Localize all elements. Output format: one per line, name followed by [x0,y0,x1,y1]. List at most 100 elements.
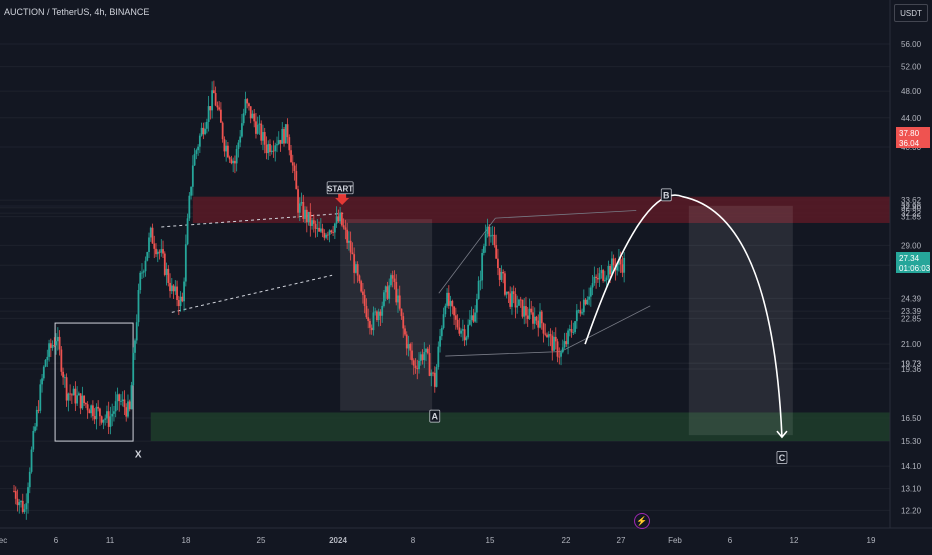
candle-body [106,411,108,419]
wave-label-a: A [432,412,439,422]
candle-body [447,292,450,306]
candle-body [311,220,313,226]
candle-body [86,404,89,411]
candle-body [602,270,605,281]
candle-body [304,209,306,219]
candle-body [42,366,45,379]
candle-body [358,275,361,282]
candle-body [153,243,156,249]
support-zone [150,412,890,442]
candle-body [109,416,112,427]
candle-body [307,211,310,223]
candle-body [283,128,285,144]
candle-body [97,406,100,409]
candle-body [83,395,86,404]
candle-body [542,323,545,334]
currency-badge[interactable]: USDT [894,4,928,22]
price-tick-label: 12.20 [901,506,922,515]
candle-body [383,292,385,306]
price-tick-label: 32.80 [901,204,922,213]
candle-body [563,341,566,348]
candle-body [234,160,236,164]
candle-body [502,271,505,274]
candle-body [560,352,562,357]
candle-body [333,223,336,233]
candle-body [239,136,242,143]
time-tick-label: 27 [617,536,626,545]
candle-body [65,377,68,401]
candle-body [393,278,396,282]
candle-body [546,334,548,338]
candle-body [212,90,215,94]
wave-label-box [326,181,354,195]
candle-body [32,430,35,450]
candle-body [581,312,583,314]
candle-body [290,150,292,163]
candle-body [172,285,175,292]
candle-body [374,311,377,313]
candle-body [277,140,280,145]
price-badge-label: 37.80 [899,129,920,138]
candle-body [41,378,43,385]
price-badge [896,262,930,273]
candle-body [128,401,131,410]
candle-body [470,315,473,320]
candle-body [165,268,168,275]
candle-body [551,335,554,351]
candle-body [525,306,527,316]
price-tick-label: 16.50 [901,414,922,423]
price-tick-label: 32.98 [901,202,922,211]
candle-body [221,122,224,140]
lightning-icon[interactable]: ⚡ [634,513,650,529]
candle-body [305,209,308,223]
candle-body [249,106,252,119]
candle-body [388,285,391,299]
candle-body [398,295,401,309]
candle-body [55,341,57,346]
candle-body [351,252,354,255]
projection-box-bc [688,205,793,436]
candle-body [349,240,352,253]
candle-body [251,113,254,119]
candle-body [141,272,143,274]
candle-body [316,227,319,229]
candle-body [127,401,129,417]
candle-body [123,399,126,408]
candle-body [497,258,499,268]
projection-box-ab [340,219,433,411]
candle-body [468,319,471,325]
candle-body [151,227,154,244]
candle-body [549,334,552,336]
price-tick-label: 14.10 [901,462,922,471]
candle-body [202,127,205,135]
candle-body [486,226,489,234]
candle-body [69,393,72,395]
candle-body [390,275,392,286]
candle-body [288,137,291,151]
candle-body [463,329,466,341]
candle-body [584,299,587,305]
time-axis [0,528,932,550]
candle-body [293,165,296,172]
candle-body [279,140,282,144]
price-badge [896,252,930,263]
time-tick-label: 6 [54,536,59,545]
candle-body [565,341,568,345]
candle-body [596,278,599,280]
candle-body [360,281,363,292]
candle-body [28,471,31,488]
candle-body [621,264,624,273]
wave-label-c: C [779,453,786,463]
candle-body [591,283,594,288]
candle-body [148,237,150,253]
candle-body [167,268,170,283]
candle-body [461,329,464,331]
candle-body [137,290,140,323]
candle-body [39,384,42,411]
candle-body [169,282,171,292]
candle-body [219,109,222,123]
candle-body [432,372,434,374]
price-tick-label: 15.30 [901,437,922,446]
